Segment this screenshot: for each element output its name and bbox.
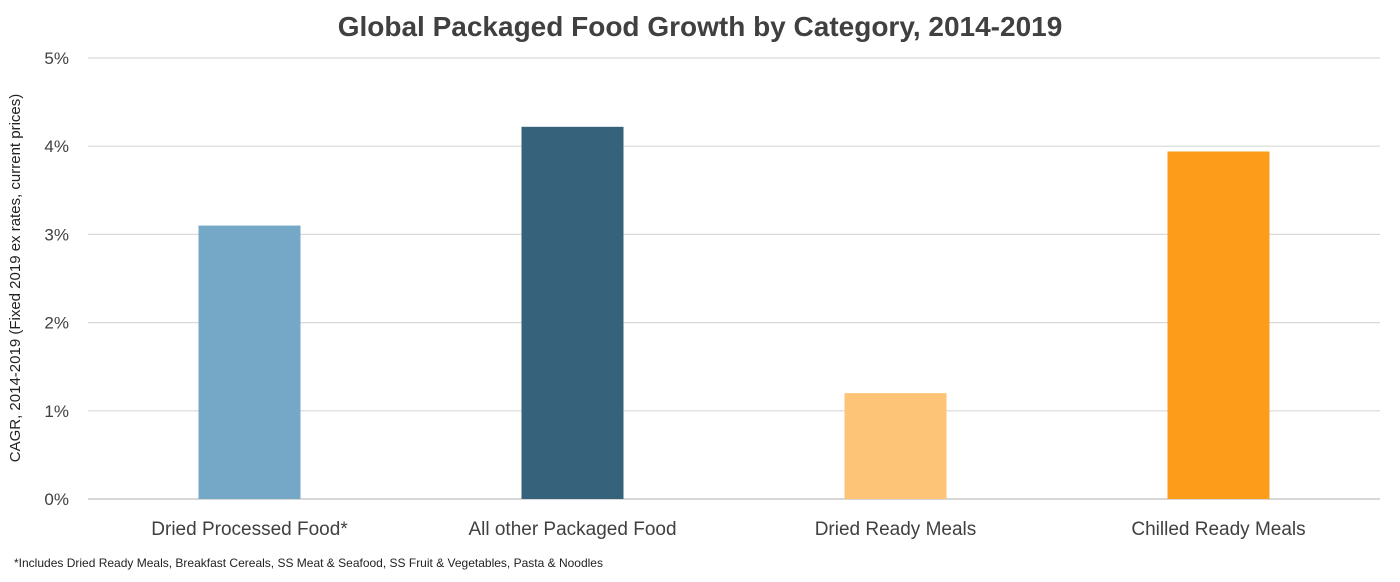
bar bbox=[1167, 151, 1270, 499]
bar bbox=[521, 126, 624, 500]
y-tick-label: 1% bbox=[44, 402, 69, 421]
x-category-label: All other Packaged Food bbox=[468, 519, 676, 540]
y-tick-label: 0% bbox=[44, 490, 69, 509]
bar bbox=[844, 393, 947, 499]
x-axis-labels: Dried Processed Food* All other Packaged … bbox=[151, 519, 1305, 540]
y-axis-ticks: 0% 1% 2% 3% 4% 5% bbox=[44, 49, 69, 509]
y-tick-label: 5% bbox=[44, 49, 69, 68]
chart-title: Global Packaged Food Growth by Category,… bbox=[338, 11, 1063, 42]
x-category-label: Dried Ready Meals bbox=[815, 519, 977, 540]
x-category-label: Chilled Ready Meals bbox=[1131, 519, 1305, 540]
footnote: *Includes Dried Ready Meals, Breakfast C… bbox=[14, 556, 603, 570]
y-tick-label: 4% bbox=[44, 137, 69, 156]
gridlines bbox=[88, 57, 1380, 500]
x-category-label: Dried Processed Food* bbox=[151, 519, 348, 540]
y-axis-label: CAGR, 2014-2019 (Fixed 2019 ex rates, cu… bbox=[7, 94, 24, 463]
bar bbox=[198, 225, 301, 499]
y-tick-label: 2% bbox=[44, 314, 69, 333]
y-tick-label: 3% bbox=[44, 225, 69, 244]
bars bbox=[198, 126, 1270, 500]
